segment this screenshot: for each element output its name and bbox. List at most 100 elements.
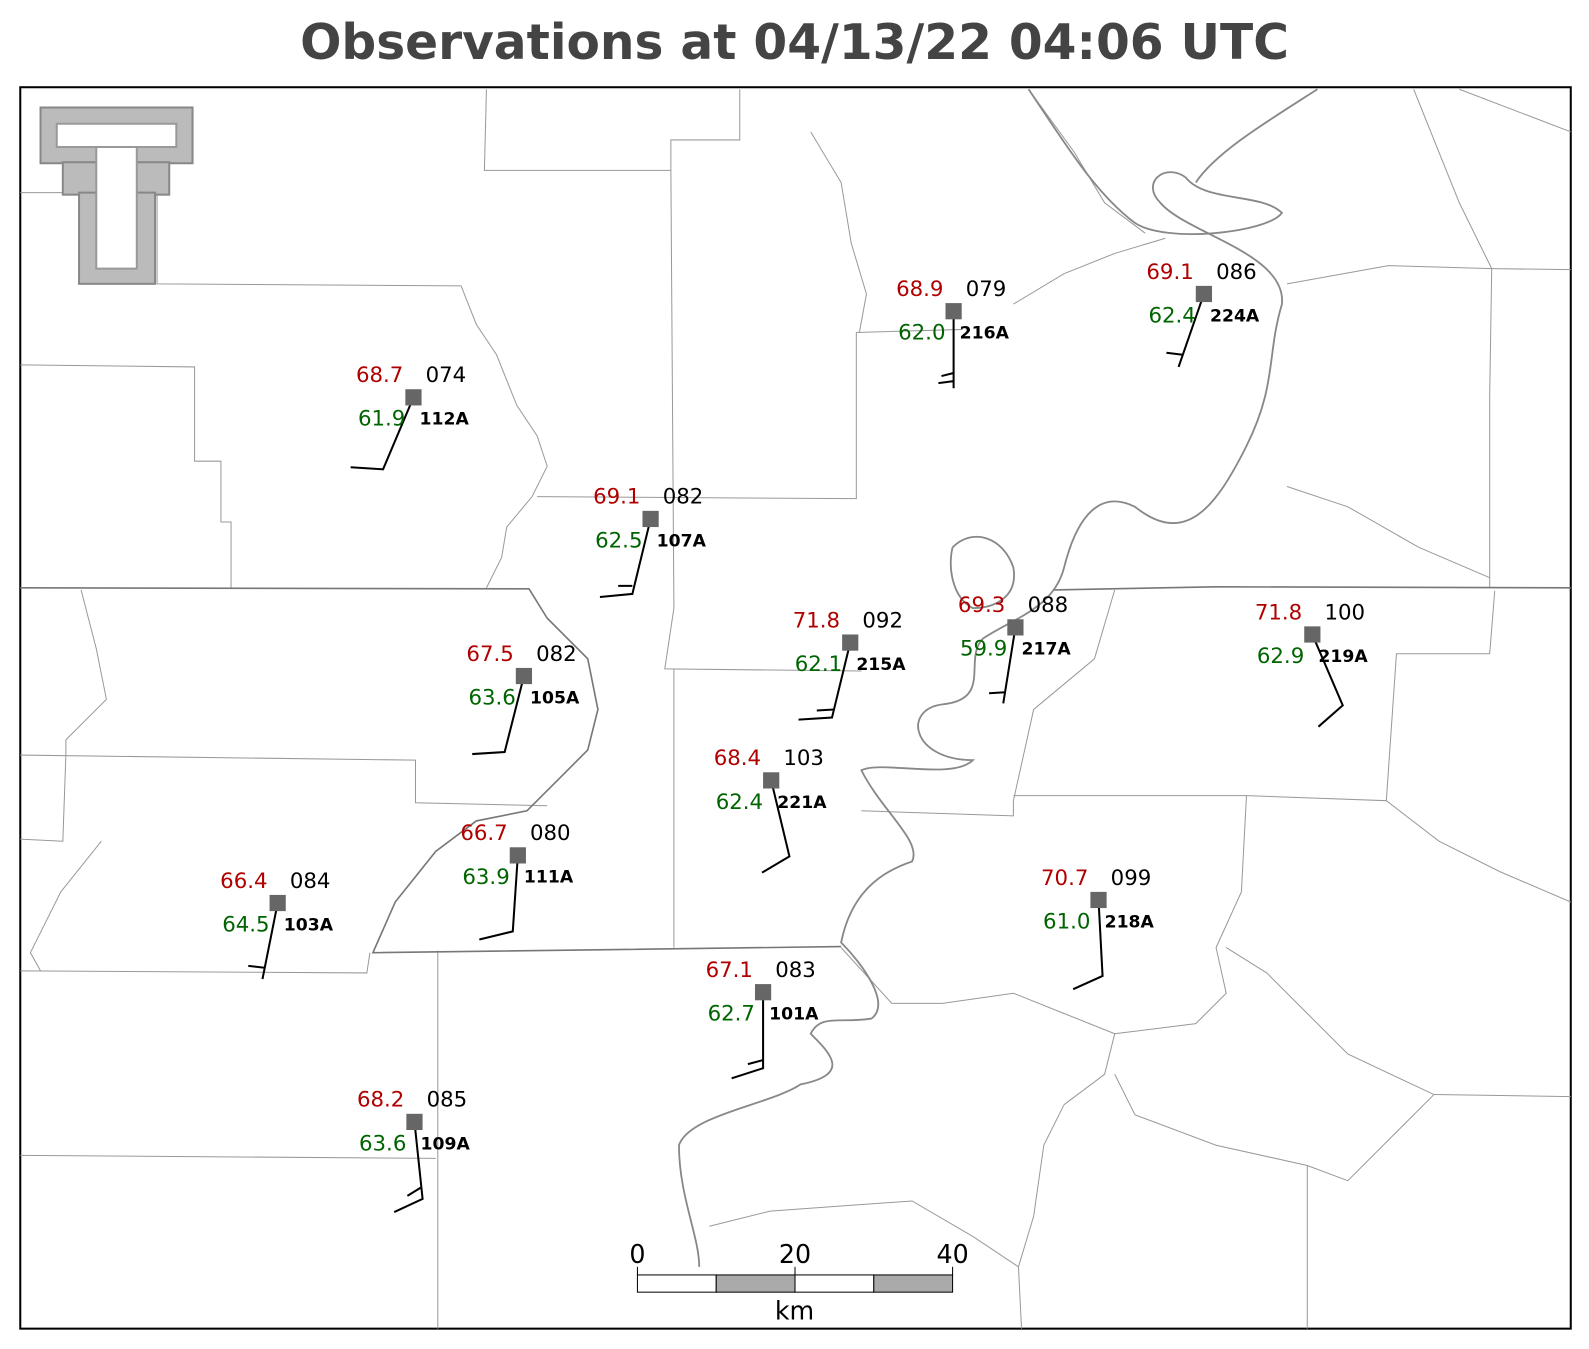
- station-id: 224A: [1210, 306, 1260, 326]
- station-id: 103A: [284, 915, 334, 935]
- scale-segment: [873, 1274, 954, 1293]
- wind-barb: [938, 311, 955, 389]
- dewpoint: 62.0: [898, 321, 945, 346]
- temperature: 66.4: [220, 869, 267, 894]
- scale-bar: km 0 20 40: [629, 1239, 968, 1326]
- station-marker: [1304, 626, 1321, 643]
- map-frame: [19, 86, 1572, 1330]
- station-marker: [945, 303, 962, 320]
- dewpoint: 63.9: [462, 865, 509, 890]
- station: 69.1 082 62.5 107A: [593, 485, 707, 598]
- pressure: 099: [1111, 866, 1152, 891]
- temperature: 69.3: [958, 593, 1005, 618]
- pressure: 086: [1216, 260, 1257, 285]
- station: 66.4 084 64.5 103A: [220, 869, 334, 980]
- station: 67.1 083 62.7 101A: [706, 958, 819, 1080]
- wind-barb: [599, 518, 652, 598]
- scale-unit: km: [775, 1296, 814, 1326]
- title: Observations at 04/13/22 04:06 UTC: [300, 15, 1289, 71]
- wind-barb: [472, 675, 525, 756]
- station-marker: [269, 894, 286, 912]
- scale-tick-label: 40: [936, 1239, 968, 1269]
- pressure: 100: [1325, 600, 1366, 625]
- station-id: 219A: [1318, 647, 1368, 667]
- pressure: 080: [530, 821, 571, 846]
- wind-barb: [989, 627, 1017, 704]
- dewpoint: 63.6: [359, 1131, 406, 1156]
- station-id: 111A: [524, 868, 574, 888]
- station-id: 112A: [420, 410, 470, 430]
- scale-tick-label: 20: [779, 1239, 811, 1269]
- wind-barb: [1311, 634, 1344, 728]
- logo: [39, 106, 194, 285]
- scale-segment: [715, 1274, 796, 1293]
- station: 67.5 082 63.6 105A: [466, 642, 580, 756]
- station-id: 107A: [657, 531, 707, 551]
- station-marker: [515, 667, 533, 685]
- temperature: 68.2: [357, 1088, 404, 1113]
- dewpoint: 62.4: [1148, 303, 1195, 328]
- station-id: 105A: [530, 688, 580, 708]
- dewpoint: 62.4: [716, 790, 763, 815]
- pressure: 074: [426, 363, 467, 388]
- wind-barb: [393, 1121, 424, 1214]
- stations: 68.7 074 61.9 112A 69.1 082 62.5 107A 68.9 079 62.…: [220, 260, 1368, 1214]
- station-id: 218A: [1105, 912, 1155, 932]
- scale-segment: [794, 1274, 875, 1293]
- temperature: 68.9: [896, 277, 943, 302]
- pressure: 082: [536, 642, 577, 667]
- station-marker: [509, 847, 526, 864]
- temperature: 70.7: [1041, 866, 1088, 891]
- boundaries: [20, 88, 1571, 1329]
- temperature: 68.7: [356, 363, 403, 388]
- pressure: 083: [775, 958, 816, 983]
- station-marker: [842, 634, 859, 651]
- station: 71.8 100 62.9 219A: [1255, 600, 1368, 728]
- station-id: 216A: [960, 324, 1010, 344]
- temperature: 69.1: [593, 485, 640, 510]
- dewpoint: 64.5: [222, 912, 269, 937]
- wind-barb: [731, 992, 765, 1080]
- pressure: 079: [966, 277, 1007, 302]
- wind-barb: [248, 902, 279, 980]
- scale-tick-label: 0: [629, 1239, 645, 1269]
- pressure: 085: [427, 1088, 468, 1113]
- wind-barb: [1166, 293, 1205, 368]
- dewpoint: 62.1: [795, 652, 842, 677]
- dewpoint: 62.9: [1257, 644, 1304, 669]
- station-marker: [642, 510, 659, 528]
- dewpoint: 63.6: [468, 685, 515, 710]
- station-marker: [1090, 891, 1107, 909]
- station: 69.1 086 62.4 224A: [1146, 260, 1260, 368]
- station-marker: [754, 984, 772, 1001]
- wind-barb: [761, 780, 791, 874]
- dewpoint: 61.9: [358, 407, 405, 432]
- temperature: 68.4: [714, 746, 761, 771]
- station: 70.7 099 61.0 218A: [1041, 866, 1155, 991]
- station: 69.3 088 59.9 217A: [958, 593, 1071, 704]
- station: 68.2 085 63.6 109A: [357, 1088, 471, 1214]
- station: 66.7 080 63.9 111A: [460, 821, 574, 941]
- pressure: 082: [663, 485, 704, 510]
- temperature: 66.7: [460, 821, 507, 846]
- station-id: 101A: [769, 1005, 819, 1025]
- station: 71.8 092 62.1 215A: [793, 608, 906, 721]
- station-id: 221A: [777, 793, 827, 813]
- dewpoint: 61.0: [1043, 909, 1090, 934]
- temperature: 69.1: [1146, 260, 1193, 285]
- pressure: 084: [290, 869, 331, 894]
- dewpoint: 62.5: [595, 528, 642, 553]
- temperature: 71.8: [1255, 600, 1302, 625]
- station-marker: [1007, 619, 1024, 636]
- dewpoint: 59.9: [960, 637, 1007, 662]
- wind-barb: [798, 642, 852, 721]
- station-id: 215A: [856, 655, 906, 675]
- station: 68.9 079 62.0 216A: [896, 277, 1010, 389]
- temperature: 67.1: [706, 958, 753, 983]
- scale-segment: [636, 1274, 717, 1293]
- temperature: 71.8: [793, 608, 840, 633]
- station-id: 109A: [421, 1134, 471, 1154]
- pressure: 092: [862, 608, 903, 633]
